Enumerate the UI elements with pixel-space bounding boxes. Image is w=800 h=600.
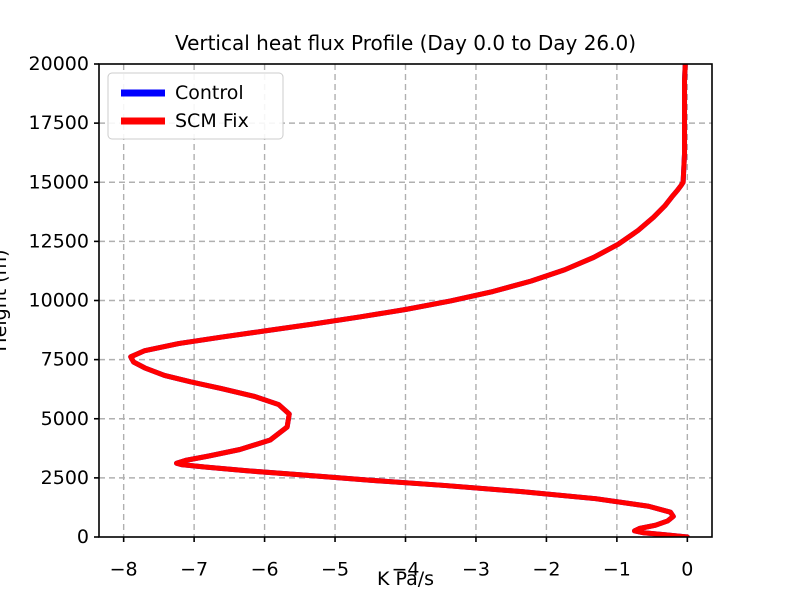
legend-label-scm-fix: SCM Fix: [175, 110, 249, 132]
y-tick-label-4: 10000: [29, 290, 89, 312]
y-tick-label-8: 20000: [29, 53, 89, 75]
x-tick-label-1: −7: [180, 559, 208, 581]
y-tick-label-5: 12500: [29, 230, 89, 252]
x-tick-label-6: −2: [532, 559, 560, 581]
x-tick-label-2: −6: [251, 559, 279, 581]
x-axis-title: K Pa/s: [377, 568, 434, 590]
y-tick-label-0: 0: [77, 526, 89, 548]
y-tick-label-6: 15000: [29, 171, 89, 193]
x-tick-label-4: −4: [391, 559, 419, 581]
x-tick-label-0: −8: [110, 559, 138, 581]
y-tick-label-1: 2500: [41, 467, 89, 489]
legend: Control SCM Fix: [107, 72, 284, 140]
y-tick-label-3: 7500: [41, 349, 89, 371]
x-tick-label-8: 0: [681, 559, 693, 581]
x-axis: −8 −7 −6 −5 −4 −3 −2 −1 0: [110, 537, 693, 581]
series-line-scm-fix: [128, 64, 690, 537]
y-axis-title: Height (m): [0, 249, 11, 351]
x-tick-label-3: −5: [321, 559, 349, 581]
y-tick-label-2: 5000: [41, 408, 89, 430]
x-tick-label-7: −1: [603, 559, 631, 581]
y-tick-label-7: 17500: [29, 112, 89, 134]
y-axis: 0 2500 5000 7500 10000 12500 15000 17500 20000: [29, 53, 99, 548]
legend-label-control: Control: [175, 82, 244, 104]
x-tick-label-5: −3: [462, 559, 490, 581]
data-series-group: [128, 64, 690, 537]
chart-title: Vertical heat flux Profile (Day 0.0 to D…: [175, 31, 636, 55]
